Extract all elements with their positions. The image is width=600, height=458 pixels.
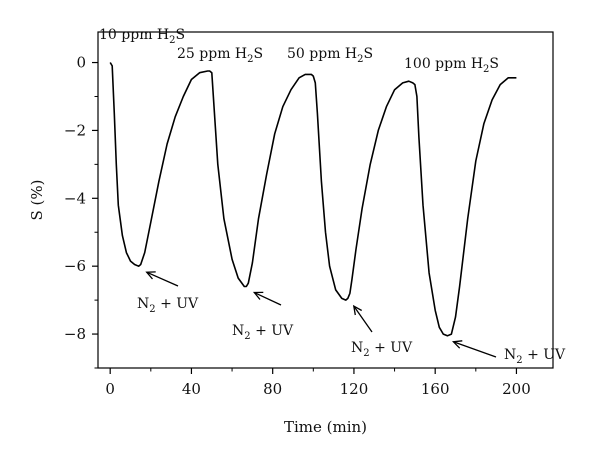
arrow-line xyxy=(353,305,373,333)
x-tick-label: 80 xyxy=(263,380,282,398)
n2-uv-label: N2 + UV xyxy=(504,347,566,366)
arrow-line xyxy=(146,271,179,287)
series-layer xyxy=(109,62,517,337)
x-axis-ticks: 0 40 80 120 160 200 xyxy=(105,368,531,398)
x-tick-label: 160 xyxy=(421,380,450,398)
arrow-line xyxy=(254,291,282,306)
y-tick-label: −4 xyxy=(64,189,86,207)
concentration-label: 25 ppm H2S xyxy=(177,46,263,65)
concentration-label: 100 ppm H2S xyxy=(404,56,499,75)
plot-frame xyxy=(97,31,554,369)
x-axis-label: Time (min) xyxy=(284,418,367,436)
arrow-head xyxy=(252,291,264,300)
concentration-label: 50 ppm H2S xyxy=(287,46,373,65)
x-tick-label: 200 xyxy=(502,380,531,398)
y-axis-ticks: 0 −2 −4 −6 −8 xyxy=(64,54,98,369)
x-tick-label: 120 xyxy=(340,380,369,398)
concentration-label: 10 ppm H2S xyxy=(99,27,185,46)
y-tick-label: −8 xyxy=(64,325,86,343)
y-tick-label: 0 xyxy=(76,54,86,72)
x-tick-label: 0 xyxy=(105,380,115,398)
y-tick-label: −6 xyxy=(64,257,86,275)
arrow-head xyxy=(352,304,363,316)
x-tick-label: 40 xyxy=(182,380,201,398)
arrow-head xyxy=(145,271,156,280)
y-tick-label: −2 xyxy=(64,121,86,139)
arrow-head xyxy=(451,340,463,349)
y-axis-label: S (%) xyxy=(28,179,46,220)
n2-uv-label: N2 + UV xyxy=(137,296,199,315)
n2-uv-label: N2 + UV xyxy=(351,340,413,359)
response-curve xyxy=(109,62,517,337)
arrow-line xyxy=(453,341,497,358)
plot-border xyxy=(97,31,554,369)
n2-uv-label: N2 + UV xyxy=(232,323,294,342)
